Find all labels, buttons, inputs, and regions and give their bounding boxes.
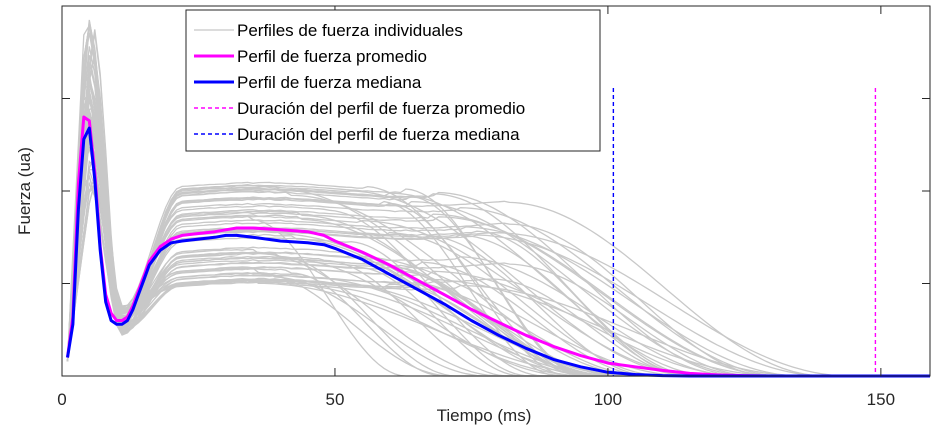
ticks: 0 50 100 150 bbox=[57, 6, 930, 409]
x-tick-label: 0 bbox=[57, 390, 66, 409]
duration-lines bbox=[612, 88, 877, 376]
legend-label: Perfil de fuerza mediana bbox=[237, 73, 422, 92]
series-lines bbox=[66, 115, 930, 378]
x-tick-label: 50 bbox=[325, 390, 344, 409]
legend-label: Duración del perfil de fuerza promedio bbox=[237, 99, 525, 118]
legend-label: Duración del perfil de fuerza mediana bbox=[237, 125, 520, 144]
legend: Perfiles de fuerza individuales Perfil de… bbox=[185, 9, 601, 152]
legend-box bbox=[185, 9, 601, 152]
series-line bbox=[66, 115, 930, 378]
y-axis-label: Fuerza (ua) bbox=[15, 147, 34, 235]
individual-profile-line bbox=[66, 109, 930, 377]
x-tick-label: 100 bbox=[594, 390, 622, 409]
x-tick-label: 150 bbox=[867, 390, 895, 409]
legend-label: Perfil de fuerza promedio bbox=[237, 47, 427, 66]
x-axis-label: Tiempo (ms) bbox=[437, 406, 532, 425]
legend-label: Perfiles de fuerza individuales bbox=[237, 21, 463, 40]
series-line bbox=[66, 126, 930, 378]
